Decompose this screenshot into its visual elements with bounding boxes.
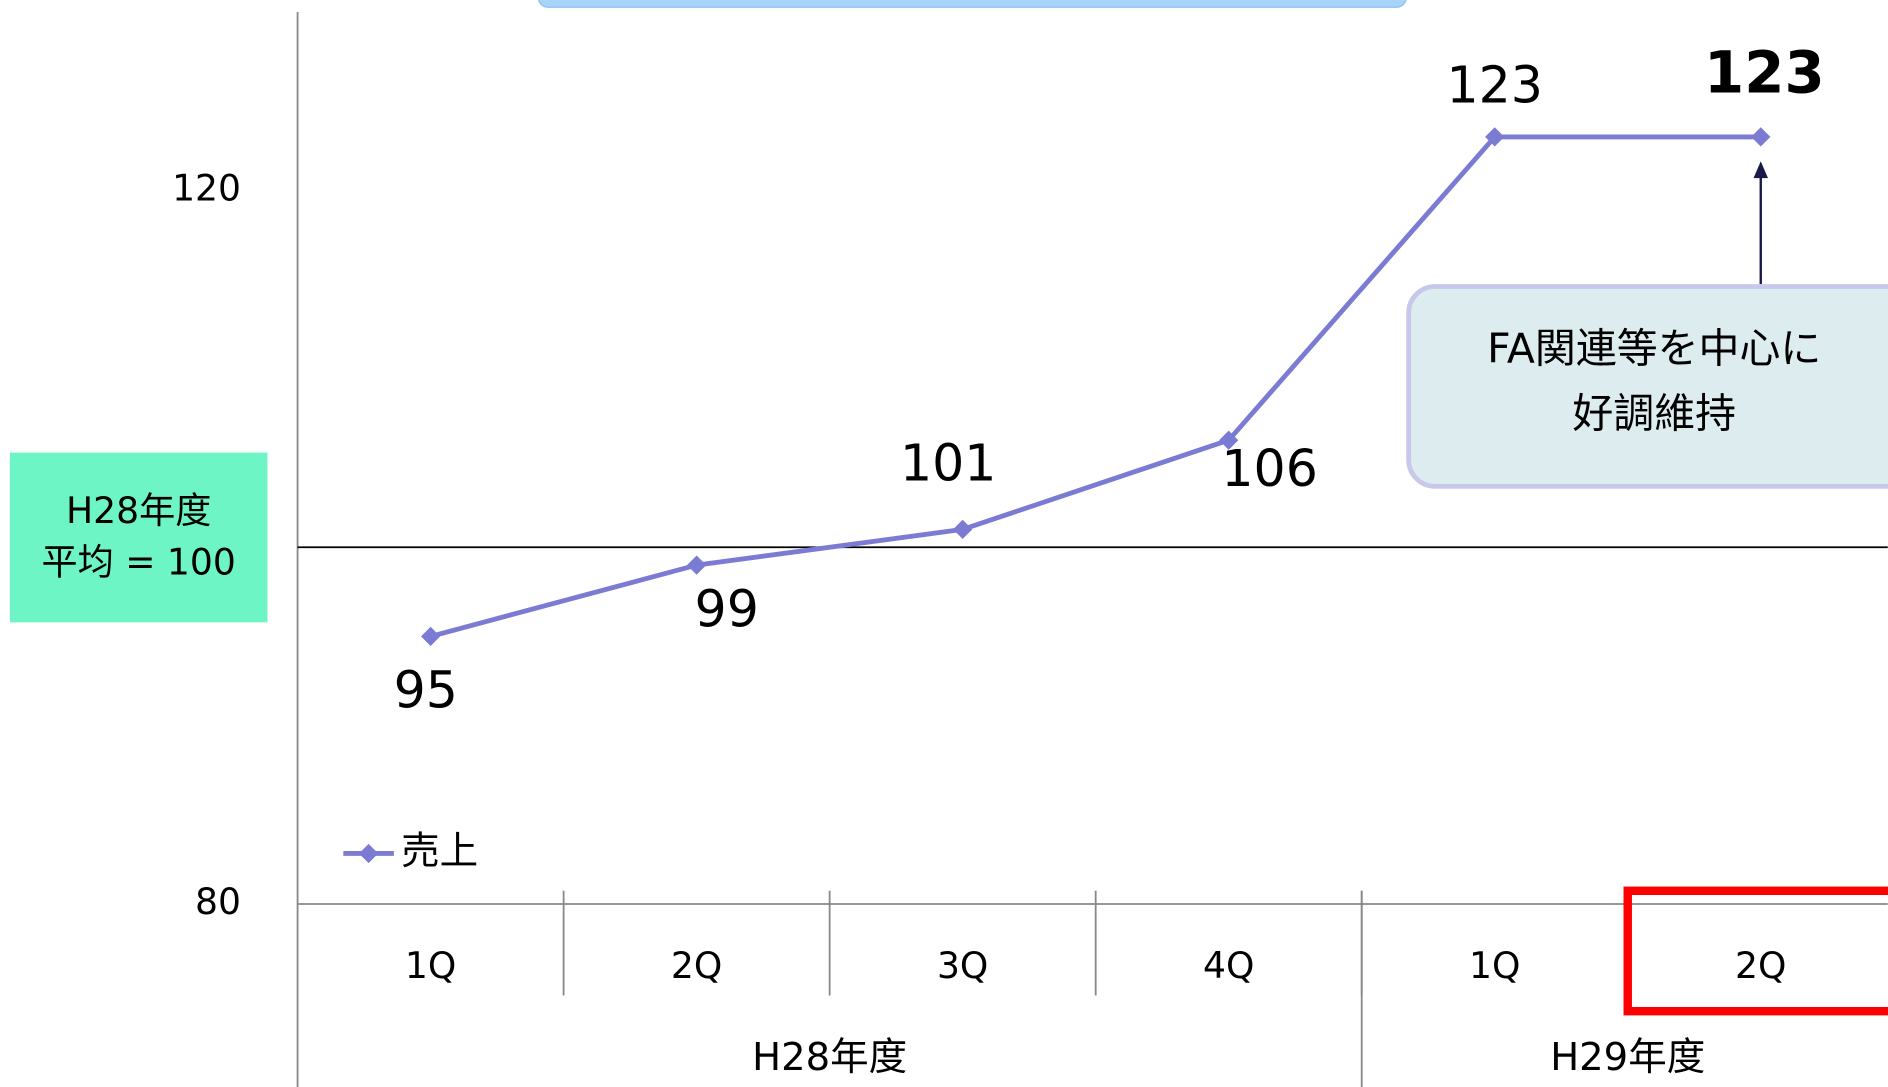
annotation-text: FA関連等を中心に xyxy=(1487,324,1821,372)
x-tick-label: 1Q xyxy=(405,944,456,987)
x-tick-label: 3Q xyxy=(937,944,988,987)
reference-label-box xyxy=(9,452,268,623)
legend-label: 売上 xyxy=(401,829,478,874)
data-label: 99 xyxy=(695,580,759,639)
series-line xyxy=(429,134,1761,639)
x-tick-label: 2Q xyxy=(671,944,722,987)
data-label: 106 xyxy=(1221,439,1317,498)
data-point xyxy=(420,626,441,647)
data-label: 123 xyxy=(1704,38,1825,106)
y-tick-label: 80 xyxy=(195,880,241,923)
annotation-text: 好調維持 xyxy=(1572,390,1736,438)
group-label: H28年度 xyxy=(752,1035,907,1080)
data-point xyxy=(953,519,973,540)
data-point xyxy=(686,555,707,575)
annotation-box xyxy=(1406,284,1888,489)
data-point xyxy=(1751,127,1771,147)
x-tick-label: 4Q xyxy=(1203,944,1254,987)
x-tick-label: 1Q xyxy=(1469,944,1520,987)
data-point xyxy=(1219,430,1239,450)
reference-label: H28年度 xyxy=(66,489,211,532)
x-tick-label: 2Q xyxy=(1735,944,1786,987)
legend-marker xyxy=(358,843,379,864)
data-label: 123 xyxy=(1446,55,1542,114)
reference-label: 平均 = 100 xyxy=(42,541,236,584)
data-label: 95 xyxy=(394,661,458,720)
group-label: H29年度 xyxy=(1550,1035,1705,1080)
data-point xyxy=(1485,127,1505,147)
top-banner xyxy=(538,0,1407,8)
highlight-box xyxy=(1623,886,1888,1016)
y-tick-label: 120 xyxy=(172,166,241,209)
data-label: 101 xyxy=(900,433,996,492)
annotation-arrowhead xyxy=(1753,161,1768,179)
